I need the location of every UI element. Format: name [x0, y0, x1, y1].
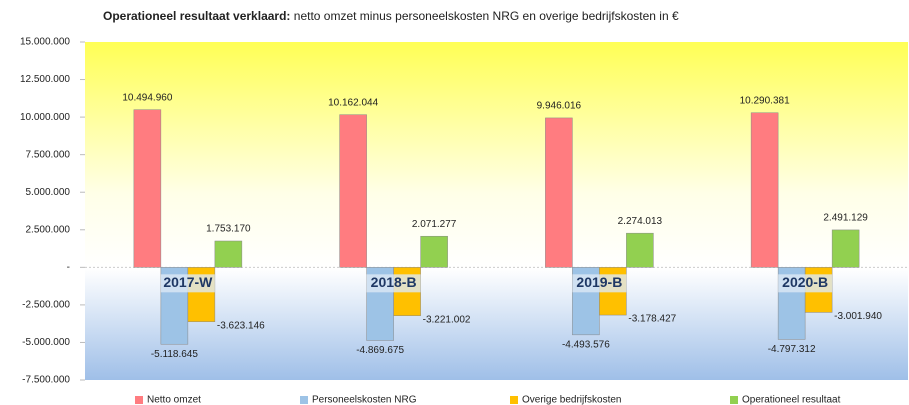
legend-swatch: [135, 396, 143, 404]
x-tick-label: 2020-B: [782, 274, 828, 290]
y-tick-label: -5.000.000: [22, 337, 70, 348]
y-tick-label: 5.000.000: [26, 187, 71, 198]
y-tick-label: 2.500.000: [26, 224, 71, 235]
x-tick-label: 2019-B: [576, 274, 622, 290]
category-label-bg: [366, 274, 421, 293]
y-tick-label: 15.000.000: [20, 37, 70, 48]
y-tick-label: 10.000.000: [20, 112, 70, 123]
title-bold: Operationeel resultaat verklaard:: [103, 9, 290, 23]
data-label: 2.491.129: [823, 213, 868, 224]
data-label: -5.118.645: [151, 349, 199, 360]
y-tick-label: -7.500.000: [22, 375, 70, 386]
bar: [545, 117, 573, 268]
data-label: 2.071.277: [412, 219, 457, 230]
y-tick-label: -: [67, 262, 70, 273]
title-rest: netto omzet minus personeelskosten NRG e…: [294, 9, 679, 23]
legend-label: Netto omzet: [147, 395, 201, 405]
bar: [831, 229, 860, 268]
data-label: 2.274.013: [618, 216, 663, 227]
data-label: -4.493.576: [562, 339, 610, 350]
bar: [626, 232, 654, 268]
x-tick-label: 2017-W: [163, 274, 213, 290]
category-label-bg: [778, 274, 833, 293]
data-label: -4.797.312: [768, 344, 816, 355]
bar: [133, 109, 162, 268]
legend-label: Operationeel resultaat: [742, 395, 841, 405]
y-tick-label: 12.500.000: [20, 74, 70, 85]
y-tick-label: 7.500.000: [26, 149, 71, 160]
legend-swatch: [730, 396, 738, 404]
data-label: 10.162.044: [328, 97, 378, 108]
data-label: -3.221.002: [423, 314, 471, 325]
legend-swatch: [300, 396, 308, 404]
data-label: -3.178.427: [628, 314, 676, 325]
category-label-bg: [572, 274, 627, 293]
x-tick-label: 2018-B: [371, 274, 417, 290]
bar: [420, 235, 448, 268]
data-label: -3.001.940: [834, 311, 882, 322]
data-label: 1.753.170: [206, 224, 251, 235]
data-label: 9.946.016: [537, 101, 582, 112]
legend-swatch: [510, 396, 518, 404]
data-label: -4.869.675: [356, 345, 404, 356]
bar: [750, 112, 779, 268]
data-label: 10.494.960: [122, 92, 172, 103]
category-label-bg: [160, 274, 215, 293]
bar: [214, 240, 243, 268]
data-label: 10.290.381: [740, 95, 790, 106]
data-label: -3.623.146: [217, 320, 265, 331]
chart-title: Operationeel resultaat verklaard: netto …: [103, 9, 679, 23]
legend-label: Overige bedrijfskosten: [522, 395, 622, 405]
legend-label: Personeelskosten NRG: [312, 395, 417, 405]
bar: [339, 114, 367, 268]
y-tick-label: -2.500.000: [22, 300, 70, 311]
